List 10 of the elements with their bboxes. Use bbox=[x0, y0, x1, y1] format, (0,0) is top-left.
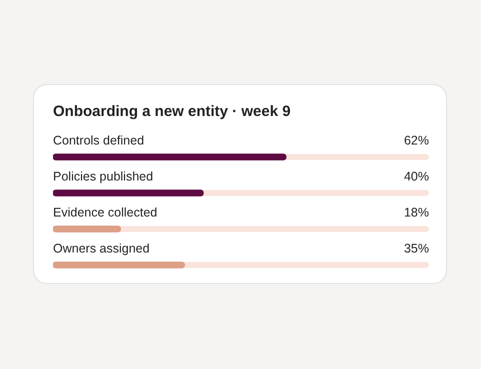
bar bbox=[53, 226, 122, 232]
y-tick-label: Owners assigned bbox=[53, 241, 150, 256]
chart-title: Onboarding a new entity · week 9 bbox=[53, 103, 291, 120]
data-label: 40% bbox=[404, 169, 429, 184]
data-label: 18% bbox=[404, 205, 429, 220]
y-tick-label: Controls defined bbox=[53, 133, 144, 148]
data-label: 35% bbox=[404, 241, 429, 256]
y-tick-label: Evidence collected bbox=[53, 205, 158, 220]
y-tick-label: Policies published bbox=[53, 169, 154, 184]
data-label: 62% bbox=[404, 133, 429, 148]
